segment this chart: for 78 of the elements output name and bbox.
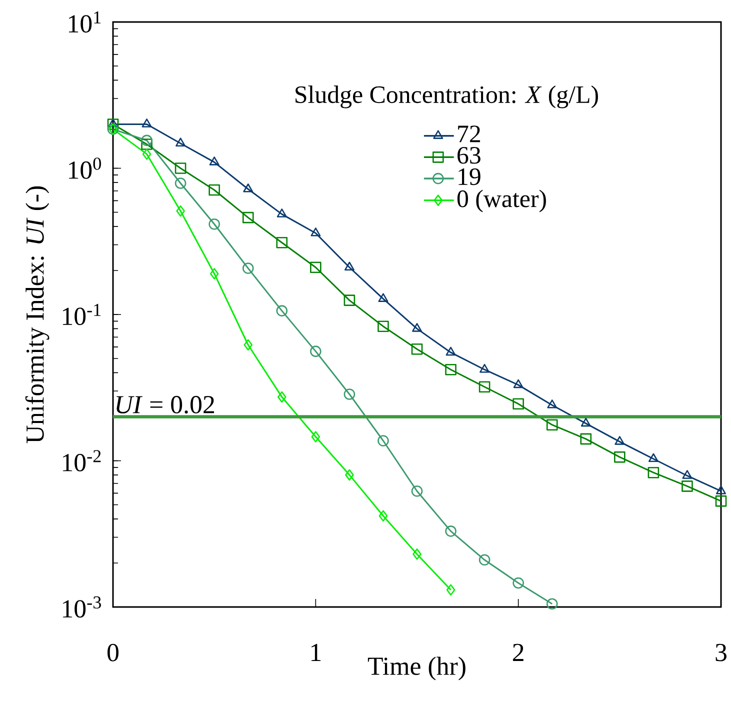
legend-label: 0 (water) — [457, 190, 546, 212]
point — [547, 400, 558, 408]
point — [344, 294, 356, 306]
point — [580, 418, 591, 427]
point — [142, 118, 152, 128]
point — [614, 451, 626, 463]
point — [310, 346, 322, 357]
point — [580, 433, 592, 445]
point — [276, 305, 288, 316]
point — [345, 469, 354, 481]
x-tick-label: 1 — [311, 644, 321, 661]
point — [378, 510, 388, 522]
point — [276, 236, 288, 248]
legend-label: 19 — [458, 168, 480, 186]
ref-line-label: UI = 0.02 — [116, 396, 214, 414]
point — [344, 262, 354, 271]
x-axis-title: Time (hr) — [368, 656, 466, 680]
point — [715, 495, 727, 507]
point — [176, 205, 185, 217]
point — [411, 485, 423, 497]
point — [648, 453, 658, 462]
y-tick-label: 10$^{1}$ — [68, 11, 101, 33]
point — [378, 435, 389, 446]
point — [176, 138, 186, 146]
point — [512, 398, 524, 410]
point — [716, 485, 726, 494]
point — [210, 268, 219, 280]
point — [208, 218, 220, 230]
point — [411, 343, 423, 355]
point — [208, 184, 220, 196]
point — [142, 148, 152, 160]
point — [478, 381, 490, 393]
point — [311, 431, 320, 442]
point — [276, 208, 287, 218]
point — [614, 436, 625, 445]
y-tick-label: 10$^{0}$ — [68, 158, 101, 179]
point — [242, 212, 254, 224]
point — [480, 364, 490, 373]
point — [446, 584, 456, 596]
point — [108, 118, 118, 128]
point — [546, 419, 558, 431]
point — [141, 134, 152, 146]
point — [378, 293, 388, 302]
point — [546, 598, 558, 610]
point — [682, 470, 692, 479]
point — [310, 227, 321, 236]
legend-label: 72 — [458, 126, 480, 142]
y-tick-label: 10$^{-3}$ — [62, 596, 101, 618]
point — [648, 466, 660, 478]
point — [446, 346, 456, 356]
point — [310, 262, 322, 274]
legend-label: 63 — [458, 147, 480, 164]
point — [242, 262, 254, 274]
legend-title: Sludge Concentration: X (g/L) — [296, 86, 598, 108]
x-tick-label: 2 — [513, 644, 524, 661]
point — [445, 526, 456, 537]
point — [344, 388, 356, 400]
point — [174, 162, 186, 174]
y-axis-title: Uniformity Index: UI (-) — [25, 186, 50, 444]
point — [512, 577, 524, 589]
point — [107, 118, 119, 130]
point — [174, 178, 186, 189]
point — [445, 364, 456, 376]
x-tick-label: 3 — [716, 644, 726, 662]
point — [243, 183, 254, 192]
point — [378, 320, 389, 332]
point — [412, 548, 422, 560]
point — [682, 480, 693, 492]
point — [277, 391, 286, 403]
point — [244, 339, 253, 351]
y-tick-label: 10$^{-2}$ — [62, 450, 101, 472]
point — [478, 554, 490, 566]
point — [513, 379, 524, 388]
point — [141, 138, 152, 150]
y-tick-label: 10$^{-1}$ — [62, 304, 101, 326]
point — [209, 156, 220, 166]
x-tick-label: 0 — [108, 644, 118, 662]
point — [412, 323, 422, 332]
